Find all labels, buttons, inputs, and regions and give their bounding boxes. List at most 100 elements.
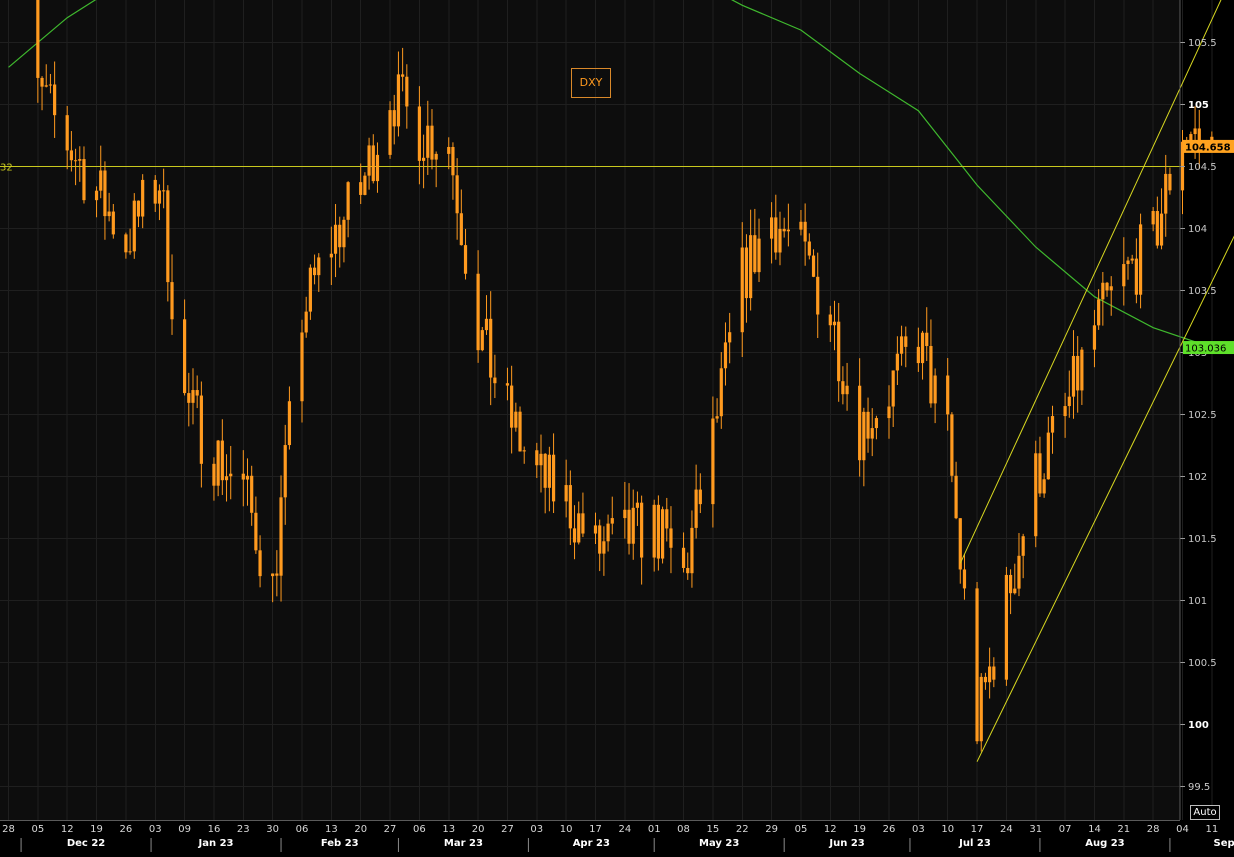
candle-body [1151, 211, 1155, 225]
candle-body [1076, 355, 1080, 391]
x-month-label: Sep 23 [1214, 838, 1234, 849]
y-tick-label: 99.5 [1188, 782, 1210, 793]
candle-body [665, 509, 669, 529]
candle-body [652, 504, 656, 558]
candle-body [640, 502, 644, 558]
candle-body [1050, 416, 1055, 433]
candle-body [111, 211, 115, 235]
x-month-label: Jun 23 [828, 838, 864, 849]
candle-body [417, 106, 421, 161]
candle-body [728, 332, 732, 343]
candle-body [1155, 211, 1159, 246]
x-day-label: 09 [178, 824, 191, 835]
trend-channel-layer [959, 0, 1234, 762]
candle-body [841, 381, 845, 395]
candle-body [715, 416, 719, 419]
candle-body [1210, 136, 1214, 142]
x-day-label: 07 [1059, 824, 1072, 835]
candle-body [1097, 299, 1101, 326]
candle-body [333, 224, 338, 254]
candle-body [1034, 453, 1038, 537]
x-day-label: 13 [325, 824, 338, 835]
candle-body [979, 676, 983, 742]
candle-body [426, 125, 430, 158]
candle-body [1042, 479, 1046, 494]
candle-body [359, 182, 363, 195]
candle-body [279, 497, 283, 576]
candle-body [891, 370, 895, 407]
last-price-badge [1183, 139, 1234, 153]
candle-body [94, 190, 99, 201]
candle-body [187, 393, 191, 403]
candle-body [539, 453, 543, 466]
last-price-label: 104.658 [1185, 142, 1231, 153]
candle-body [480, 330, 484, 351]
candle-body [518, 411, 522, 452]
candle-body [828, 314, 832, 326]
candle-body [132, 200, 136, 252]
chart-title[interactable]: DXY [571, 68, 611, 98]
candle-body [568, 485, 572, 529]
x-day-label: 24 [1000, 824, 1013, 835]
x-axis[interactable]: 28 05 12 19 26 03 09 16 23 30 06 13 20 27 06 13 20 27 03 10… [0, 820, 1234, 857]
candle-body [283, 445, 287, 498]
candle-body [1159, 213, 1164, 246]
x-day-label: 30 [266, 824, 279, 835]
candle-body [954, 475, 958, 519]
candle-body [904, 336, 908, 347]
x-day-label: 11 [1205, 824, 1218, 835]
x-month-label: Dec 22 [67, 838, 105, 849]
candle-body [388, 110, 392, 155]
candle-body [157, 190, 162, 204]
candle-body [572, 528, 577, 543]
candle-body [757, 238, 761, 273]
candle-body [459, 213, 463, 246]
x-day-label: 19 [853, 824, 866, 835]
candle-body [547, 454, 551, 488]
candle-body [44, 85, 48, 87]
candle-body [690, 527, 694, 574]
x-day-label: 10 [560, 824, 573, 835]
x-axis-line [0, 820, 1180, 821]
candle-body [749, 235, 753, 299]
x-day-label: 21 [1117, 824, 1130, 835]
x-day-label: 27 [384, 824, 397, 835]
x-day-label: 20 [472, 824, 485, 835]
price-badges: 104.658 103.036 32 [0, 139, 1234, 355]
candle-body [832, 321, 837, 326]
candle-body [593, 525, 598, 534]
candle-body [656, 504, 660, 559]
moving-average-layer [8, 0, 1213, 349]
candle-body [1017, 555, 1021, 589]
candle-body [40, 77, 44, 87]
candle-body [312, 267, 317, 276]
candle-body [505, 383, 510, 386]
candle-body [107, 211, 111, 217]
candle-body [803, 221, 807, 242]
x-day-label: 28 [1147, 824, 1160, 835]
candle-body [1092, 325, 1097, 350]
candle-body [254, 512, 258, 551]
trend-channel-line [976, 235, 1234, 762]
candle-body [1063, 406, 1067, 417]
candle-body [602, 541, 606, 554]
candle-body [786, 229, 790, 232]
candle-body [1008, 574, 1013, 594]
candle-body [245, 475, 250, 480]
moving-average-line [8, 0, 1213, 349]
candle-body [992, 666, 996, 680]
candle-body [1126, 260, 1130, 265]
x-day-label: 05 [795, 824, 808, 835]
candle-body [1134, 258, 1138, 295]
y-axis[interactable]: 9999.5100100.5101101.5102102.5103103.510… [1179, 0, 1217, 855]
x-day-label: 03 [912, 824, 925, 835]
candle-body [543, 453, 547, 488]
candle-body [229, 473, 233, 477]
trend-channel-line [959, 0, 1222, 564]
x-day-label: 05 [31, 824, 44, 835]
candle-body [124, 234, 128, 253]
candle-body [778, 228, 782, 253]
x-day-label: 28 [2, 824, 15, 835]
auto-scale-button[interactable]: Auto [1190, 805, 1220, 820]
x-day-label: 01 [648, 824, 661, 835]
